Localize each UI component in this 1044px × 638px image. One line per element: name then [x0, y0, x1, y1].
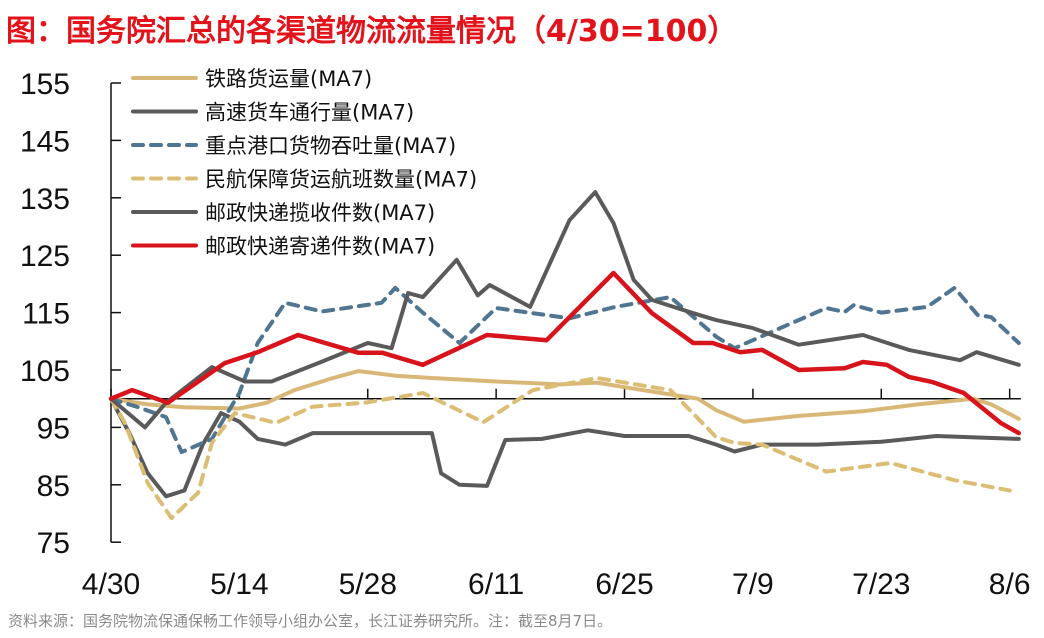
series-line-3	[109, 376, 1012, 521]
y-tick-label: 105	[20, 355, 70, 388]
x-tick-label: 4/30	[82, 568, 140, 601]
legend-label: 重点港口货物吞吐量(MA7)	[205, 134, 456, 158]
series-line-4	[109, 190, 1021, 430]
y-tick-label: 135	[20, 183, 70, 216]
x-tick-label: 6/25	[595, 568, 653, 601]
y-tick-label: 145	[20, 125, 70, 158]
x-tick-label: 7/23	[852, 568, 910, 601]
legend-label: 邮政快递寄递件数(MA7)	[205, 235, 435, 259]
x-tick-label: 8/6	[989, 568, 1031, 601]
series-line-5	[108, 270, 1022, 436]
y-tick-label: 125	[20, 240, 70, 273]
axes: 155 145 135 125 115 105 95 85 75 4/30 5/14 5/28 6/11…	[20, 68, 1031, 601]
chart-title: 图：国务院汇总的各渠道物流流量情况（4/30=100）	[6, 14, 738, 49]
y-tick-label: 85	[37, 470, 70, 503]
legend-label: 高速货车通行量(MA7)	[205, 101, 414, 125]
y-tick-label: 75	[37, 527, 70, 560]
legend-label: 邮政快递揽收件数(MA7)	[205, 201, 435, 225]
y-tick-label: 155	[20, 68, 70, 101]
series-lines	[108, 190, 1022, 521]
legend-label: 铁路货运量(MA7)	[205, 67, 372, 91]
y-tick-label: 95	[37, 412, 70, 445]
x-tick-label: 5/28	[339, 568, 397, 601]
x-tick-label: 5/14	[210, 568, 268, 601]
source-note: 资料来源：国务院物流保通保畅工作领导小组办公室，长江证券研究所。注：截至8月7日…	[8, 612, 613, 630]
legend: 铁路货运量(MA7) 高速货车通行量(MA7) 重点港口货物吞吐量(MA7) 民航保障…	[131, 67, 477, 259]
series-line-0	[109, 369, 1021, 424]
series-line-1	[109, 396, 1021, 499]
x-tick-label: 6/11	[468, 568, 524, 601]
y-tick-label: 115	[22, 298, 70, 331]
legend-label: 民航保障货运航班数量(MA7)	[205, 168, 477, 192]
x-tick-label: 7/9	[732, 568, 774, 601]
